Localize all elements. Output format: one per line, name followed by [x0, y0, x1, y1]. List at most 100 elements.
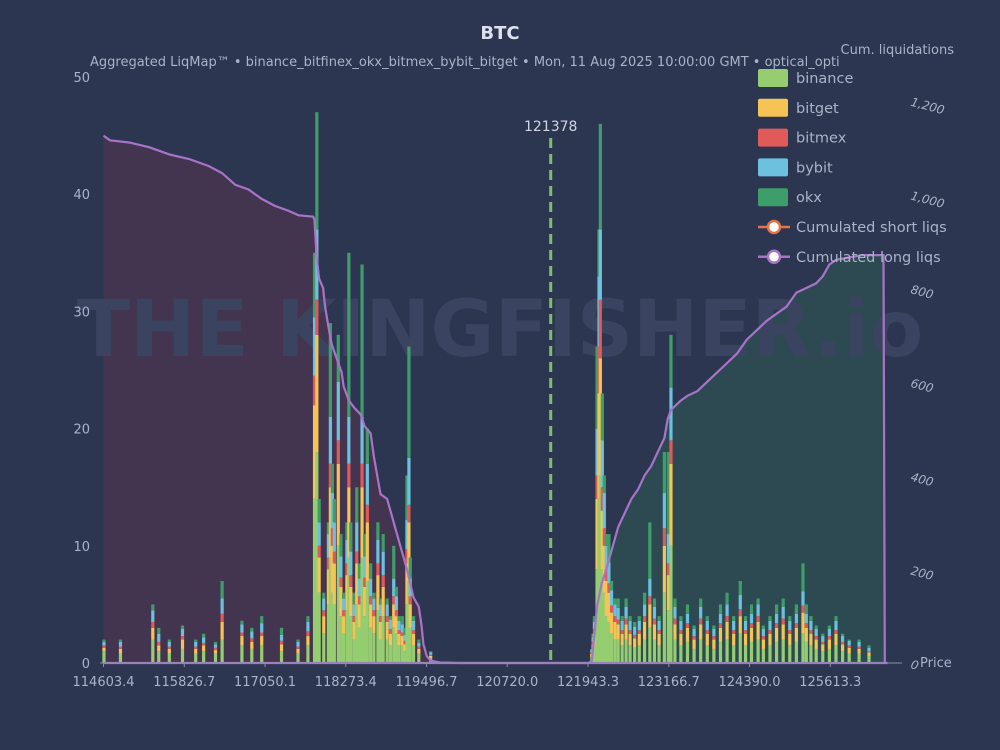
bar-segment	[712, 629, 716, 637]
bar-segment	[725, 621, 729, 640]
bar-segment	[642, 621, 647, 640]
bar-stack	[809, 616, 813, 663]
bar-segment	[657, 645, 661, 663]
bar-segment	[794, 623, 798, 628]
bar-segment	[378, 598, 383, 605]
bar-segment	[365, 504, 369, 523]
bar-segment	[857, 639, 861, 642]
bar-stack	[788, 616, 792, 663]
bar-segment	[392, 604, 396, 628]
bar-segment	[355, 522, 359, 552]
bar-segment	[240, 620, 244, 625]
x-axis-label: Price	[920, 656, 952, 671]
bar-segment	[355, 563, 359, 605]
bar-segment	[157, 651, 161, 663]
bar-segment	[699, 618, 703, 625]
bar-segment	[685, 641, 690, 663]
bar-segment	[392, 596, 396, 605]
bar-segment	[801, 605, 805, 613]
bar-segment	[705, 630, 709, 634]
bar-segment	[296, 646, 300, 649]
legend-item: bitget	[758, 98, 839, 117]
bar-segment	[339, 586, 343, 617]
bar-segment	[607, 562, 611, 584]
y-left-tick-label: 40	[73, 188, 90, 203]
legend-label: Cumulated short liqs	[796, 220, 947, 236]
bar-segment	[749, 627, 754, 642]
bar-segment	[699, 639, 703, 663]
long-liqs-line	[102, 134, 888, 665]
bar-segment	[349, 522, 353, 552]
bar-segment	[609, 590, 614, 606]
bar-segment	[388, 629, 393, 634]
bar-segment	[429, 651, 433, 653]
bar-segment	[774, 623, 779, 628]
bar-segment	[768, 620, 772, 631]
bar-segment	[240, 632, 244, 637]
bar-segment	[405, 604, 409, 663]
bar-segment	[692, 639, 696, 649]
legend-marker	[766, 219, 782, 235]
bar-segment	[306, 636, 310, 646]
bar-segment	[385, 621, 389, 640]
bar-segment	[692, 625, 696, 630]
bar-segment	[220, 598, 224, 614]
bar-segment	[613, 639, 617, 663]
bar-segment	[411, 616, 416, 621]
bar-segment	[417, 648, 421, 654]
bar-segment	[609, 580, 614, 591]
bar-segment	[397, 620, 401, 631]
bar-segment	[330, 493, 334, 529]
bar-segment	[306, 631, 310, 637]
bar-segment	[157, 627, 161, 634]
bar-segment	[328, 323, 332, 417]
bar-segment	[279, 644, 284, 652]
bar-segment	[363, 556, 367, 578]
bar-segment	[756, 639, 760, 663]
bar-segment	[376, 539, 380, 564]
bar-segment	[712, 648, 716, 663]
y-left-tick-label: 0	[82, 657, 90, 672]
bar-segment	[151, 610, 155, 622]
bar-segment	[260, 632, 264, 637]
bar-segment	[408, 557, 412, 579]
bar-segment	[180, 629, 185, 637]
bar-segment	[369, 563, 373, 579]
bar-segment	[743, 616, 748, 621]
bar-segment	[385, 604, 389, 617]
bar-segment	[652, 598, 657, 607]
bar-segment	[662, 545, 666, 593]
bar-stack	[388, 616, 393, 663]
bar-segment	[595, 346, 599, 429]
bar-segment	[279, 634, 284, 641]
bar-segment	[699, 598, 703, 607]
bar-segment	[781, 598, 785, 607]
bar-segment	[633, 621, 637, 627]
bar-segment	[381, 551, 385, 576]
bar-segment	[403, 634, 407, 641]
bar-segment	[355, 487, 359, 523]
bar-segment	[669, 545, 673, 663]
bar-segment	[240, 636, 244, 646]
bar-segment	[411, 633, 416, 646]
bar-segment	[417, 643, 421, 647]
bar-segment	[685, 627, 690, 642]
bar-segment	[732, 630, 736, 634]
bar-segment	[317, 498, 321, 523]
bar-stack	[385, 598, 389, 663]
bar-stack	[405, 475, 409, 663]
bar-segment	[867, 645, 871, 648]
bar-segment	[774, 641, 779, 663]
bar-stack	[403, 627, 407, 663]
bar-segment	[220, 639, 224, 663]
bar-segment	[867, 652, 871, 656]
bar-segment	[642, 592, 647, 605]
bar-segment	[814, 639, 818, 649]
bar-segment	[332, 551, 336, 564]
x-tick-label: 121943.3	[557, 675, 619, 690]
bar-segment	[743, 633, 748, 646]
bar-stack	[322, 592, 326, 663]
bar-stack	[827, 625, 831, 663]
legend-label: Cumulated long liqs	[796, 250, 941, 266]
bar-segment	[781, 606, 785, 619]
